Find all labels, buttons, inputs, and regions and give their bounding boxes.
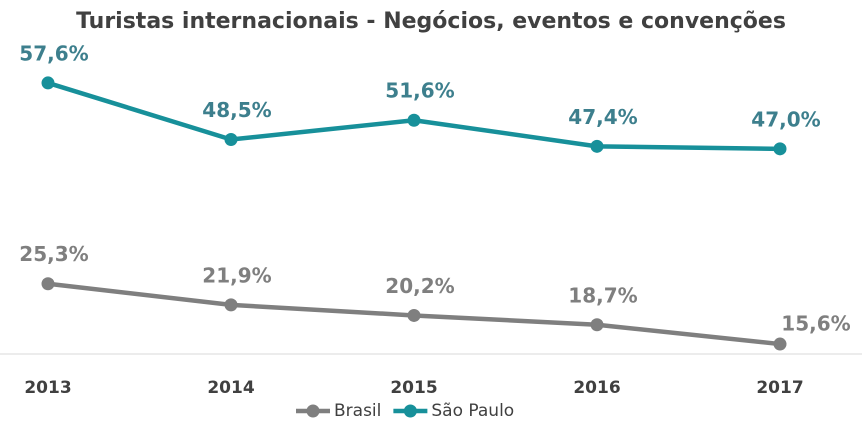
data-label: 47,4% bbox=[568, 105, 637, 129]
point bbox=[773, 337, 787, 351]
point bbox=[590, 318, 604, 332]
data-label: 47,0% bbox=[751, 107, 820, 131]
x-tick-label: 2015 bbox=[390, 378, 437, 398]
point bbox=[224, 298, 238, 312]
point bbox=[407, 113, 421, 127]
data-label: 25,3% bbox=[19, 242, 88, 266]
data-label: 20,2% bbox=[385, 274, 454, 298]
data-label: 21,9% bbox=[202, 263, 271, 287]
data-label: 18,7% bbox=[568, 283, 637, 307]
legend-label: Brasil bbox=[334, 401, 381, 421]
x-tick-label: 2017 bbox=[756, 378, 803, 398]
point bbox=[41, 76, 55, 90]
data-label: 15,6% bbox=[781, 312, 850, 336]
point bbox=[773, 142, 787, 156]
data-label: 51,6% bbox=[385, 79, 454, 103]
x-tick-label: 2016 bbox=[573, 378, 620, 398]
data-label: 48,5% bbox=[202, 98, 271, 122]
legend-marker bbox=[306, 404, 320, 418]
point bbox=[41, 277, 55, 291]
legend-label: São Paulo bbox=[431, 401, 514, 421]
legend-marker bbox=[403, 404, 417, 418]
x-tick-label: 2014 bbox=[207, 378, 254, 398]
chart-title: Turistas internacionais - Negócios, even… bbox=[76, 9, 786, 34]
point bbox=[590, 139, 604, 153]
point bbox=[407, 308, 421, 322]
point bbox=[224, 133, 238, 146]
data-label: 57,6% bbox=[19, 41, 88, 65]
x-tick-label: 2013 bbox=[24, 378, 71, 398]
